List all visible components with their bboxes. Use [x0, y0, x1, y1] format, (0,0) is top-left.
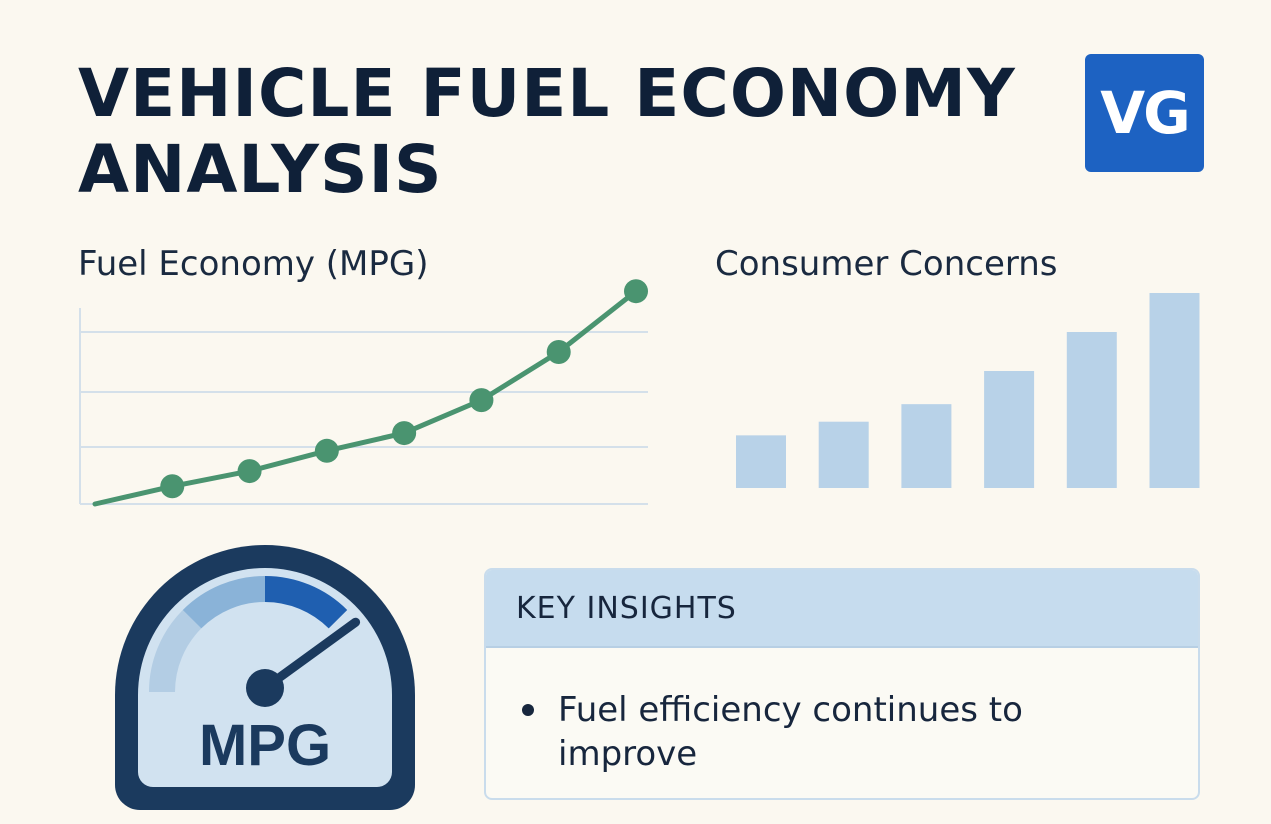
- bar-3: [901, 404, 952, 488]
- page-title: VEHICLE FUEL ECONOMY ANALYSIS: [78, 56, 1016, 208]
- line-chart-point-7: [546, 340, 571, 364]
- line-chart-point-5: [392, 421, 417, 446]
- line-chart-point-4: [314, 438, 339, 463]
- consumer-concerns-bar-chart: [736, 293, 1200, 488]
- line-chart-point-2: [160, 474, 185, 499]
- logo: VG: [1085, 54, 1204, 172]
- fuel-economy-line-chart: [79, 279, 648, 507]
- bar-2: [818, 421, 869, 488]
- line-chart-point-6: [469, 388, 494, 413]
- key-insights-header: KEY INSIGHTS: [486, 570, 1198, 648]
- page-title-line-2: ANALYSIS: [78, 131, 443, 208]
- gauge-arc-segment-2: [182, 575, 265, 629]
- line-chart-series: [92, 288, 639, 507]
- bullet-icon: [522, 704, 534, 716]
- gauge-arc-segment-3: [265, 575, 348, 629]
- gauge-hub: [246, 669, 284, 707]
- page-title-line-1: VEHICLE FUEL ECONOMY: [78, 55, 1016, 132]
- key-insights-list: Fuel efficiency continues to improve: [486, 648, 1198, 776]
- bar-chart-title: Consumer Concerns: [715, 244, 1058, 284]
- bar-5: [1066, 332, 1117, 488]
- key-insight-text: Fuel efficiency continues to improve: [558, 690, 1023, 774]
- key-insights-panel: KEY INSIGHTS Fuel efficiency continues t…: [484, 568, 1200, 800]
- bar-4: [984, 371, 1035, 488]
- line-chart-point-8: [624, 279, 648, 304]
- gauge-arc-segment-1: [148, 610, 202, 692]
- mpg-gauge: MPG: [115, 545, 415, 810]
- bar-1: [736, 435, 786, 488]
- key-insight-item: Fuel efficiency continues to improve: [522, 688, 1028, 776]
- gauge-label: MPG: [199, 713, 331, 778]
- bar-6: [1149, 293, 1200, 488]
- line-chart-title: Fuel Economy (MPG): [78, 244, 429, 284]
- line-chart-point-3: [237, 459, 262, 484]
